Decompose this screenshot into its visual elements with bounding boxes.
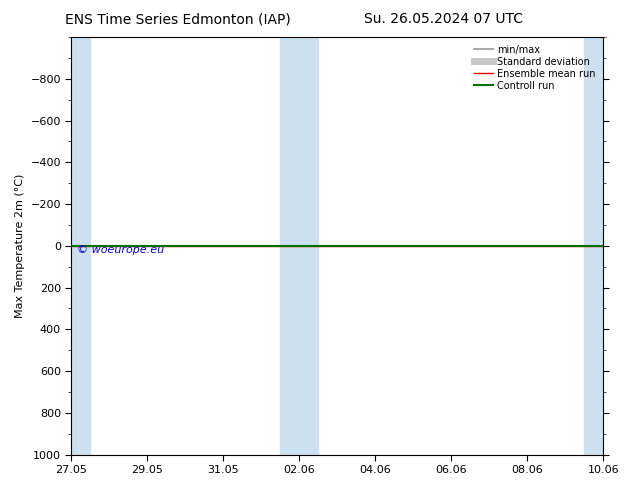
Bar xyxy=(72,37,91,455)
Text: ENS Time Series Edmonton (IAP): ENS Time Series Edmonton (IAP) xyxy=(65,12,290,26)
Bar xyxy=(280,37,318,455)
Legend: min/max, Standard deviation, Ensemble mean run, Controll run: min/max, Standard deviation, Ensemble me… xyxy=(470,42,598,94)
Bar xyxy=(584,37,603,455)
Y-axis label: Max Temperature 2m (°C): Max Temperature 2m (°C) xyxy=(15,173,25,318)
Text: Su. 26.05.2024 07 UTC: Su. 26.05.2024 07 UTC xyxy=(365,12,523,26)
Text: © woeurope.eu: © woeurope.eu xyxy=(77,245,164,255)
